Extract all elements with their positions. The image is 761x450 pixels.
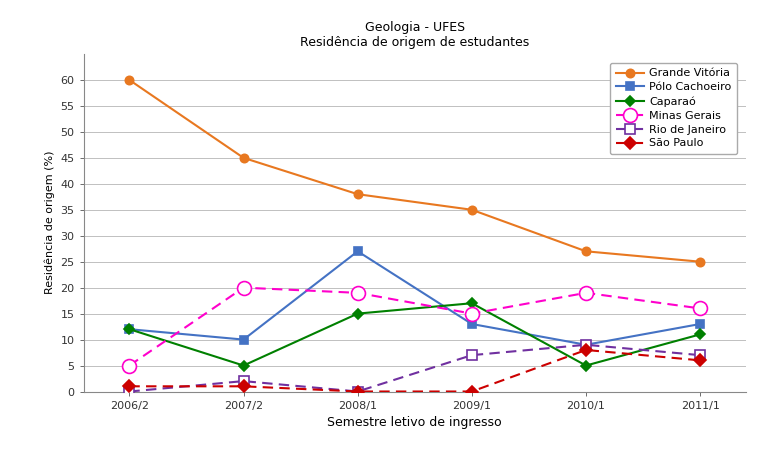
- Legend: Grande Vitória, Pólo Cachoeiro, Caparaó, Minas Gerais, Rio de Janeiro, São Paulo: Grande Vitória, Pólo Cachoeiro, Caparaó,…: [610, 63, 737, 154]
- Y-axis label: Residência de origem (%): Residência de origem (%): [44, 151, 55, 294]
- X-axis label: Semestre letivo de ingresso: Semestre letivo de ingresso: [327, 416, 502, 429]
- Title: Geologia - UFES
Residência de origem de estudantes: Geologia - UFES Residência de origem de …: [300, 21, 530, 49]
